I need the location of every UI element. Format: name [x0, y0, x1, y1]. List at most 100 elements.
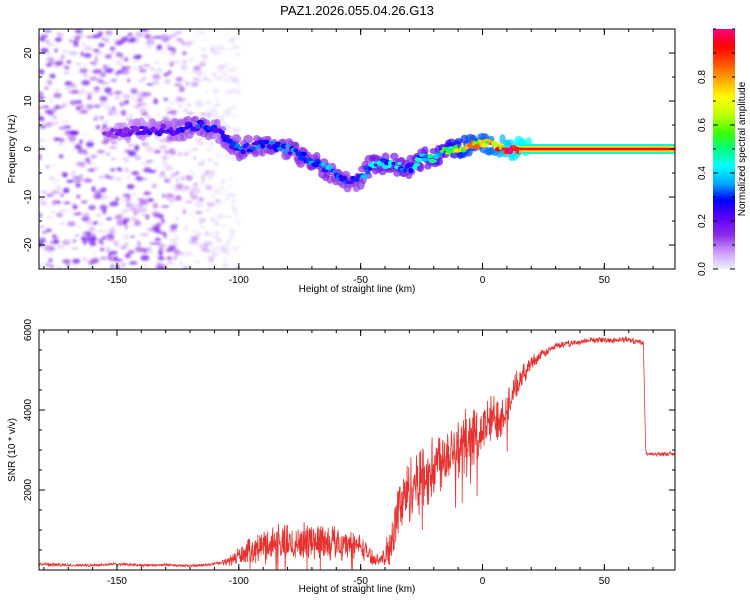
spectrogram-noise-cell [211, 217, 215, 223]
spectrogram-noise-cell [231, 205, 235, 209]
spectrogram-ridge-cell [260, 143, 266, 149]
spectrogram-noise-cell [229, 55, 235, 58]
spectrogram-noise-cell [212, 246, 216, 251]
spectrogram-noise-cell [39, 37, 45, 42]
spectrogram-noise-cell [66, 262, 70, 268]
spectrogram-noise-cell [43, 244, 52, 247]
spectrogram-noise-cell [155, 213, 161, 218]
spectrogram-noise-cell [98, 43, 105, 47]
spectrogram-noise-cell [222, 199, 227, 202]
spectrogram-noise-cell [124, 149, 133, 153]
spectrogram-noise-cell [202, 36, 207, 41]
snr-y-ticks: 2000 4000 6000 [23, 318, 675, 571]
colorbar-gradient [713, 29, 735, 269]
spectrogram-noise-cell [170, 173, 176, 178]
spectrogram-noise-cell [226, 184, 232, 187]
spectrogram-noise-cell [213, 188, 216, 195]
spectrogram-noise-cell [116, 51, 120, 58]
spectrogram-noise-cell [72, 258, 81, 264]
spectrogram-noise-cell [232, 66, 238, 72]
spectrogram-noise-cell [172, 255, 178, 261]
spectrogram-noise-cell [87, 161, 92, 164]
spectrogram-noise-cell [169, 201, 174, 204]
spectrogram-ridge-cell [367, 166, 372, 171]
spectrogram-ridge-cell [396, 161, 402, 165]
spectrogram-noise-cell [165, 43, 172, 48]
spectrogram-noise-cell [201, 47, 206, 52]
spectrogram-noise-cell [74, 144, 82, 150]
spectrogram-noise-cell [168, 152, 174, 157]
spectrogram-noise-cell [132, 46, 136, 50]
spectrogram-noise-cell [63, 125, 67, 130]
spectrogram-noise-cell [125, 253, 131, 259]
x-tick-label: -100 [229, 576, 249, 587]
spectrogram-noise-cell [221, 263, 229, 268]
spectrogram-noise-cell [47, 43, 56, 46]
spectrogram-noise-cell [214, 217, 219, 224]
spectrogram-noise-cell [140, 232, 149, 237]
spectrogram-noise-cell [83, 74, 89, 77]
spectrogram-noise-cell [174, 30, 182, 35]
spectrogram-noise-cell [183, 104, 192, 107]
spectrogram-noise-cell [155, 68, 164, 73]
spectrogram-noise-cell [145, 214, 150, 220]
spectrogram-noise-cell [156, 36, 163, 39]
spectrogram-noise-cell [169, 228, 177, 233]
spectrogram-noise-cell [188, 171, 196, 174]
spectrogram-ridge-cell [284, 144, 292, 148]
spectrogram-noise-cell [97, 222, 104, 226]
spectrogram-noise-cell [162, 50, 166, 54]
spectrogram-noise-cell [131, 59, 138, 63]
spectrogram-noise-cell [180, 65, 188, 70]
spectrogram-noise-cell [87, 94, 92, 100]
spectrogram-noise-cell [98, 31, 103, 37]
spectrogram-noise-cell [69, 83, 75, 88]
spectrogram-noise-cell [100, 85, 105, 90]
spectrogram-noise-cell [158, 266, 163, 269]
spectrogram-noise-cell [100, 256, 107, 260]
spectrogram-noise-cell [174, 171, 180, 175]
spectrogram-noise-cell [60, 221, 65, 226]
spectrogram-noise-cell [70, 173, 76, 179]
spectrogram-noise-cell [185, 200, 193, 204]
spectrogram-noise-cell [225, 196, 229, 201]
spectrogram-noise-cell [122, 217, 130, 223]
spectrogram-noise-cell [147, 198, 154, 202]
spectrogram-ridge-cell [431, 159, 438, 163]
spectrogram-noise-cell [40, 190, 49, 194]
spectrogram-noise-cell [51, 190, 60, 195]
spectrogram-noise-cell [123, 234, 130, 240]
spectrogram-noise-cell [104, 106, 112, 109]
spectrogram-noise-cell [159, 144, 168, 151]
spectrogram-noise-cell [75, 106, 82, 111]
spectrogram-noise-cell [185, 82, 190, 86]
spectrogram-noise-cell [50, 121, 59, 125]
spectrogram-noise-cell [204, 231, 209, 236]
spectrogram-noise-cell [40, 48, 49, 53]
spectrogram-noise-cell [100, 82, 109, 85]
spectrogram-noise-cell [99, 204, 108, 211]
spectrogram-noise-cell [209, 49, 217, 54]
spectrogram-ridge-cell [320, 162, 326, 167]
spectrogram-noise-cell [87, 168, 95, 172]
spectrogram-noise-cell [91, 257, 100, 264]
spectrogram-noise-cell [205, 209, 210, 213]
spectrogram-noise-cell [193, 156, 197, 159]
spectrogram-noise-cell [138, 66, 143, 69]
spectrogram-ridge-halo [208, 131, 218, 140]
spectrogram-noise-cell [51, 115, 58, 120]
spectrogram-noise-cell [91, 186, 96, 192]
spectrogram-noise-cell [56, 266, 62, 269]
spectrogram-noise-cell [121, 198, 130, 202]
spectrogram-noise-cell [183, 109, 188, 112]
spectrogram-noise-cell [89, 61, 97, 64]
spectrogram-noise-cell [53, 88, 62, 92]
spectrogram-noise-cell [134, 98, 138, 104]
spectrogram-noise-cell [194, 100, 203, 103]
spectrogram-ridge-cell [244, 142, 250, 147]
spectrogram-noise-cell [98, 176, 105, 179]
spectrogram-noise-cell [162, 265, 168, 269]
spectrogram-noise-cell [88, 226, 95, 232]
y-tick-label: 6000 [23, 318, 34, 341]
spectrogram-noise-cell [134, 218, 139, 224]
